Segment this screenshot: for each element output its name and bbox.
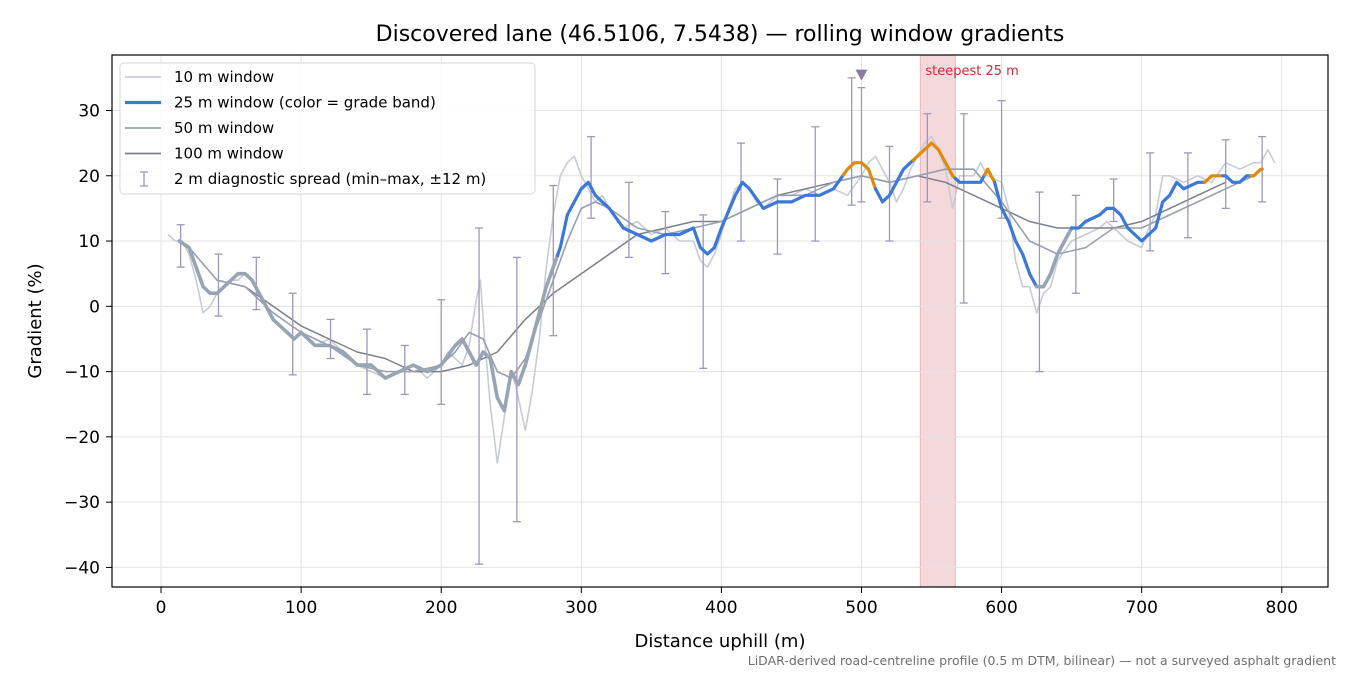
spread-errorbar	[549, 184, 558, 337]
spread-errorbar	[624, 181, 633, 259]
spread-errorbar	[1109, 178, 1118, 223]
steepest-window-band	[919, 55, 956, 587]
x-axis-label: Distance uphill (m)	[635, 631, 806, 652]
x-tick-label: 800	[1266, 598, 1298, 618]
series-25m-segment-moderate	[953, 172, 987, 184]
spread-errorbar	[773, 178, 782, 255]
legend-box	[119, 62, 536, 195]
spread-errorbar	[176, 224, 185, 268]
y-tick-label: 20	[78, 167, 100, 187]
spread-errorbar	[923, 113, 932, 203]
x-tick-label: 100	[285, 598, 317, 618]
plot-inner: steepest 25 m	[112, 55, 1328, 587]
spread-errorbar	[847, 77, 856, 206]
spread-errorbar	[326, 318, 335, 360]
y-axis-label: Gradient (%)	[25, 263, 46, 378]
peak-marker	[855, 69, 868, 81]
spread-errorbar	[362, 328, 371, 396]
plot-area: steepest 25 m	[112, 55, 1328, 587]
series-25m-segment-moderate	[993, 180, 1039, 289]
legend-label: 100 m window	[174, 145, 284, 163]
series-50m-line	[188, 168, 1255, 379]
x-tick-label: 700	[1125, 598, 1157, 618]
x-tick-label: 400	[705, 598, 737, 618]
legend-label: 2 m diagnostic spread (min–max, ±12 m)	[174, 170, 486, 188]
x-tick-label: 600	[985, 598, 1017, 618]
x-tick-label: 300	[565, 598, 597, 618]
spread-errorbar	[959, 113, 968, 304]
series-25m-segment-moderate	[873, 158, 915, 204]
y-tick-label: 10	[78, 232, 100, 252]
series-25m-segment-neutral	[177, 239, 560, 413]
spread-errorbar	[512, 256, 521, 523]
spread-errorbar	[1183, 152, 1192, 239]
legend: 10 m window 25 m window (color = grade ba…	[119, 62, 536, 195]
x-tick-label: 0	[156, 598, 167, 618]
y-tick-label: 30	[78, 101, 100, 121]
legend-item-spread: 2 m diagnostic spread (min–max, ±12 m)	[140, 170, 486, 188]
series-25m-segment-neutral	[1034, 226, 1074, 289]
legend-item-w50: 50 m window	[125, 119, 274, 137]
spread-errorbar	[288, 292, 297, 376]
series-25m-segment-moderate	[555, 173, 845, 257]
y-tick-label: −10	[64, 363, 100, 383]
spread-errorbar	[1071, 194, 1080, 294]
spread-errorbar	[1035, 191, 1044, 373]
legend-item-w25: 25 m window (color = grade band)	[125, 94, 436, 112]
legend-label: 50 m window	[174, 119, 274, 137]
spread-errorbar	[437, 299, 446, 405]
spread-errorbar	[1221, 139, 1230, 210]
spread-errorbar	[475, 227, 484, 565]
steepest-window-label: steepest 25 m	[925, 64, 1018, 79]
axes: 0 100 200 300 400 500 600 700 800 −40 −30 −20 −10 0 10…	[64, 54, 1329, 618]
x-tick-label: 500	[845, 598, 877, 618]
series-10m-line	[167, 135, 1276, 464]
spread-errorbar	[997, 100, 1006, 219]
spread-errorbar	[857, 86, 866, 203]
series-25m-segment-steep	[911, 141, 957, 180]
spread-errorbar	[214, 253, 223, 317]
series-25m-segment-steep	[983, 167, 997, 184]
chart-title: Discovered lane (46.5106, 7.5438) — roll…	[376, 22, 1065, 47]
series-25m-segment-steep	[841, 161, 878, 191]
spread-errorbar	[587, 135, 596, 219]
legend-item-w10: 10 m window	[125, 68, 274, 86]
series-25m-segment-moderate	[1221, 174, 1253, 184]
series-25m-segment-moderate	[1070, 180, 1207, 243]
spread-errorbar	[699, 214, 708, 369]
y-tick-label: 0	[89, 297, 100, 317]
plot-frame	[111, 54, 1329, 588]
legend-label: 25 m window (color = grade band)	[174, 94, 436, 112]
series-25m-segment-steep	[1203, 174, 1225, 184]
y-tick-label: −20	[64, 428, 100, 448]
series-25m-segment-steep	[1249, 167, 1264, 178]
spread-errorbar	[661, 211, 670, 275]
y-tick-label: −40	[64, 558, 100, 578]
x-tick-label: 200	[425, 598, 457, 618]
y-tick-label: −30	[64, 493, 100, 513]
legend-item-w100: 100 m window	[125, 145, 284, 163]
spread-errorbar	[252, 256, 261, 311]
spread-errorbar	[737, 142, 746, 242]
spread-errorbar	[811, 126, 820, 242]
legend-label: 10 m window	[174, 68, 274, 86]
footnote: LiDAR-derived road-centreline profile (0…	[748, 653, 1336, 668]
